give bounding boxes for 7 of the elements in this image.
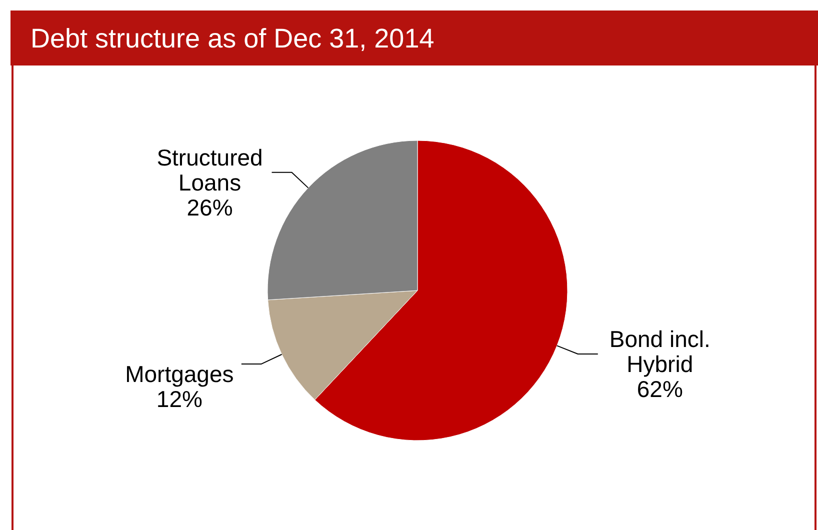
slice-label: Bond incl. Hybrid (609, 326, 710, 377)
chart-title: Debt structure as of Dec 31, 2014 (30, 24, 434, 54)
slice-label: Structured Loans (156, 144, 263, 196)
data-label: 26% (186, 194, 233, 220)
slice-label: Mortgages (125, 360, 234, 387)
data-label: 62% (636, 376, 683, 402)
data-label: 12% (156, 386, 202, 412)
